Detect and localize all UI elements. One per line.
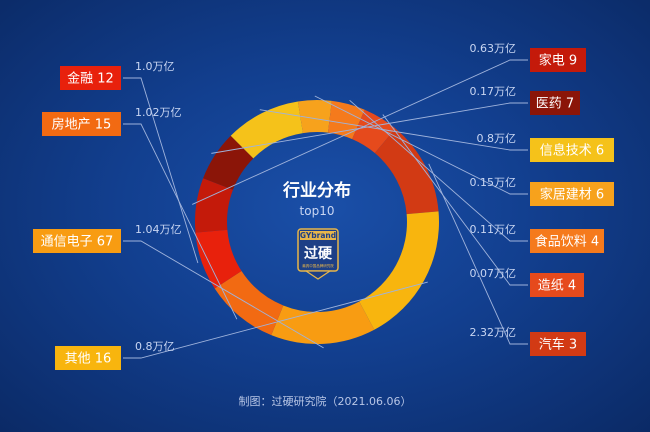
- donut-slice: [327, 100, 365, 140]
- donut-slice: [271, 301, 375, 344]
- category-label: 其他 16: [65, 352, 112, 367]
- slice-value-label: 1.02万亿: [135, 106, 182, 119]
- category-label: 信息技术 6: [540, 143, 604, 159]
- slice-value-label: 0.63万亿: [470, 42, 517, 55]
- category-label: 房地产 15: [52, 117, 112, 133]
- category-box: [530, 48, 586, 72]
- leader-line: [123, 240, 324, 349]
- category-label: 医药 7: [536, 97, 574, 112]
- category-label: 家居建材 6: [540, 187, 604, 203]
- leader-lines: [123, 59, 528, 359]
- chart-source-note: 制图：过硬研究院（2021.06.06）: [238, 395, 412, 408]
- leader-line: [192, 59, 528, 205]
- category-box: [530, 138, 614, 162]
- leader-line: [382, 114, 528, 286]
- donut-slice: [297, 100, 332, 134]
- logo-name: 过硬: [304, 245, 333, 262]
- category-box: [530, 182, 614, 206]
- category-box: [530, 91, 580, 115]
- slice-value-label: 0.15万亿: [470, 176, 517, 189]
- logo-tagline: 最具中国品牌研究院: [302, 263, 334, 268]
- category-box: [530, 332, 586, 356]
- slice-value-label: 0.8万亿: [477, 132, 517, 145]
- donut-slice: [230, 101, 303, 159]
- leader-line: [259, 109, 528, 151]
- category-box: [530, 229, 604, 253]
- donut-ring: [195, 100, 440, 344]
- slice-value-label: 1.04万亿: [135, 223, 182, 236]
- leader-line: [123, 77, 199, 264]
- category-box: [530, 273, 584, 297]
- gybrand-logo: GYbrand 过硬 最具中国品牌研究院: [297, 228, 339, 280]
- category-box: [60, 66, 121, 90]
- donut-slice: [359, 211, 440, 330]
- category-label: 金融 12: [67, 71, 114, 87]
- donut-slice: [195, 229, 242, 289]
- leader-line: [349, 99, 528, 242]
- slice-value-label: 0.11万亿: [470, 223, 517, 236]
- category-box: [42, 112, 121, 136]
- slice-value-label: 1.0万亿: [135, 60, 175, 73]
- category-label: 通信电子 67: [41, 235, 114, 250]
- slice-value-label: 2.32万亿: [470, 326, 517, 339]
- leader-line: [211, 102, 528, 154]
- category-box: [55, 346, 121, 370]
- slice-value-label: 0.8万亿: [135, 340, 175, 353]
- slice-value-label: 0.07万亿: [470, 267, 517, 280]
- chart-subtitle: top10: [300, 204, 335, 218]
- donut-slice: [214, 271, 284, 336]
- category-label: 家电 9: [539, 53, 577, 69]
- donut-slice: [195, 178, 233, 233]
- leader-line: [428, 163, 528, 345]
- slice-value-label: 0.17万亿: [470, 85, 517, 98]
- category-box: [33, 229, 121, 253]
- donut-slice: [374, 128, 439, 215]
- logo-brand: GYbrand: [300, 231, 336, 240]
- category-label: 食品饮料 4: [535, 234, 599, 250]
- chart-title: 行业分布: [282, 180, 351, 201]
- leader-line: [314, 95, 528, 195]
- leader-line: [123, 123, 238, 320]
- donut-slice: [203, 135, 254, 190]
- category-label: 汽车 3: [539, 337, 577, 353]
- category-label: 造纸 4: [538, 279, 576, 294]
- leader-line: [123, 281, 428, 359]
